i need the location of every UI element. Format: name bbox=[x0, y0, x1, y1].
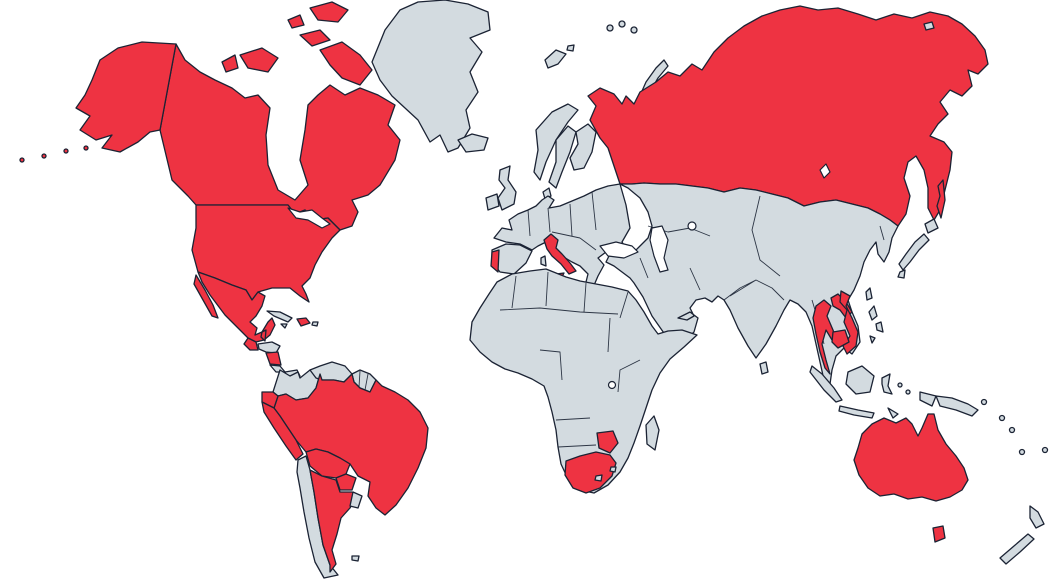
caspian-sea bbox=[649, 225, 669, 273]
country-falkland-islands bbox=[351, 555, 360, 562]
country-greenland bbox=[371, 0, 491, 153]
country-philippines bbox=[868, 305, 884, 344]
country-borneo bbox=[845, 365, 875, 395]
country-vietnam bbox=[839, 290, 859, 355]
country-finland bbox=[569, 123, 597, 171]
country-africa-mainland bbox=[469, 268, 698, 494]
country-cuba bbox=[266, 310, 293, 323]
guianas-borders bbox=[358, 370, 369, 391]
country-united-kingdom bbox=[497, 165, 517, 211]
country-portugal bbox=[490, 249, 500, 273]
country-timor bbox=[887, 407, 899, 419]
country-eswatini bbox=[609, 466, 617, 473]
country-west-papua bbox=[919, 391, 937, 407]
country-new-zealand-north bbox=[1029, 505, 1045, 529]
country-nicaragua bbox=[265, 351, 282, 366]
country-argentina bbox=[309, 469, 358, 573]
country-guatemala bbox=[243, 337, 259, 351]
lake-baikal bbox=[819, 163, 831, 179]
country-honduras bbox=[257, 341, 281, 354]
country-puerto-rico bbox=[311, 321, 319, 327]
country-wrangel-island bbox=[923, 21, 935, 31]
country-sardinia bbox=[540, 255, 547, 267]
country-iceland bbox=[457, 133, 489, 153]
country-svalbard bbox=[544, 44, 575, 69]
country-cambodia bbox=[831, 329, 850, 349]
country-thailand bbox=[812, 299, 839, 375]
inland-seas bbox=[287, 163, 831, 390]
country-jamaica bbox=[280, 323, 288, 329]
country-java bbox=[838, 405, 875, 419]
country-papua-new-guinea bbox=[935, 395, 979, 417]
country-sweden bbox=[548, 125, 577, 189]
country-japan-kyushu bbox=[897, 269, 906, 279]
country-zimbabwe bbox=[596, 430, 619, 454]
country-uruguay bbox=[349, 491, 363, 509]
country-alaska bbox=[75, 41, 177, 153]
country-madagascar bbox=[645, 415, 660, 451]
country-sumatra bbox=[809, 365, 843, 403]
country-belize bbox=[260, 329, 267, 342]
country-canada-arctic-islands bbox=[221, 1, 373, 86]
country-tasmania bbox=[932, 525, 946, 543]
country-sakhalin bbox=[936, 179, 946, 219]
country-new-zealand-south bbox=[999, 533, 1035, 565]
country-mexico-baja bbox=[193, 274, 219, 319]
great-lakes bbox=[287, 207, 331, 229]
country-aleutian-islands bbox=[19, 145, 89, 163]
country-bolivia bbox=[305, 448, 351, 479]
black-sea bbox=[599, 241, 639, 259]
lake-victoria bbox=[607, 380, 617, 390]
country-dominican-republic bbox=[296, 317, 311, 327]
aral-sea bbox=[687, 221, 697, 231]
country-sulawesi bbox=[881, 373, 893, 395]
country-taiwan bbox=[865, 287, 873, 301]
country-south-africa bbox=[564, 451, 617, 494]
country-italy bbox=[543, 233, 577, 275]
country-ireland bbox=[485, 193, 500, 211]
country-japan-hokkaido bbox=[924, 218, 939, 234]
country-franz-josef-land bbox=[606, 20, 638, 34]
country-lesotho bbox=[594, 474, 603, 482]
africa-inner-borders bbox=[499, 271, 641, 448]
country-australia bbox=[853, 413, 969, 502]
country-pacific-islands bbox=[897, 382, 1049, 456]
country-japan-honshu bbox=[898, 233, 930, 271]
europe-inner-borders bbox=[527, 191, 597, 251]
country-sri-lanka bbox=[759, 361, 769, 375]
country-peru bbox=[261, 401, 304, 461]
